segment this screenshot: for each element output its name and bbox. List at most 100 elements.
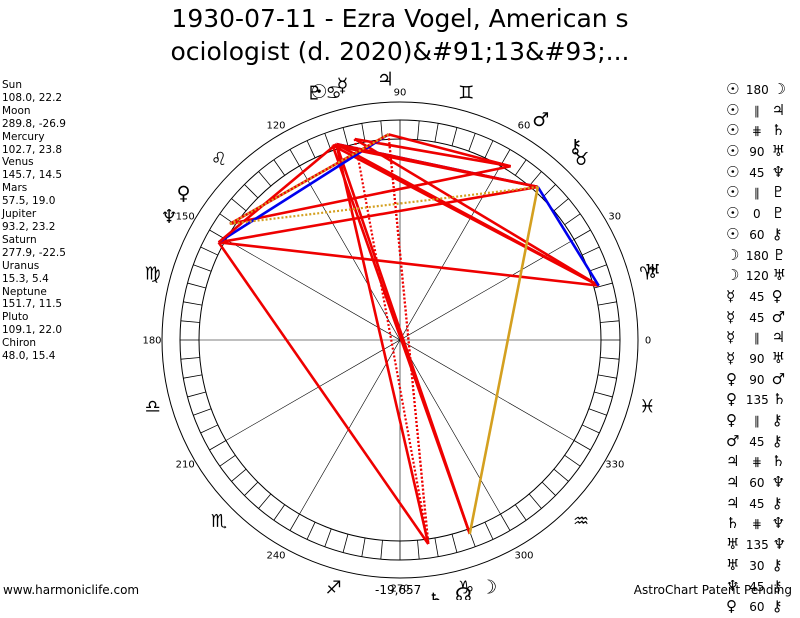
degree-tick [231,468,247,482]
aspect-angle: 180 [745,248,769,263]
degree-tick [180,357,200,360]
degree-tick [594,282,613,289]
aspect-line [468,186,540,535]
zodiac-sign-icon: ♋ [326,83,342,104]
mars-icon: ♂ [532,109,549,131]
uranus-icon: ♅ [644,261,661,283]
aspect-planet-a-icon: ☉ [726,142,740,161]
chiron-icon: ⚷ [568,135,582,157]
aspect-angle: 45 [749,579,765,594]
aspect-planet-b-icon: ♀ [771,286,783,305]
degree-tick [500,513,511,531]
aspect-angle: 120 [745,269,769,284]
degree-label: 120 [266,121,285,132]
aspect-angle: 180 [745,83,769,97]
aspect-line [332,144,539,189]
aspect-planet-b-icon: ☽ [772,80,787,98]
sun-icon: ☉ [311,81,328,103]
position-value: 48.0, 15.4 [2,350,56,363]
aspect-planet-b-icon: ♆ [771,162,786,181]
degree-tick [600,357,620,360]
degree-tick [528,493,542,509]
aspect-row: ♀ ∥ ⚷ [726,410,800,431]
aspect-line [335,143,430,545]
aspect-line [331,144,600,287]
degree-tick [306,140,316,159]
moon-icon: ☽ [480,577,497,599]
degree-label: 60 [518,121,531,132]
position-name: Venus [2,156,34,169]
degree-tick [514,159,527,176]
zodiac-sign-icon: ♉ [573,149,589,170]
degree-tick [244,184,259,199]
aspect-row: ☉ 45 ♆ [726,162,800,183]
position-value: 277.9, -22.5 [2,246,66,259]
aspect-angle: ⋕ [751,517,762,532]
aspect-planet-a-icon: ♃ [726,473,740,492]
aspect-planet-a-icon: ♀ [726,411,737,429]
aspect-planet-a-icon: ♀ [726,390,737,409]
degree-tick [231,198,247,212]
aspect-planet-a-icon: ♅ [726,555,740,574]
degree-tick [244,481,259,496]
aspect-planet-a-icon: ☉ [726,204,740,223]
degree-tick [417,540,420,560]
bottom-number: -19,657 [375,583,422,597]
degree-label: 330 [605,460,624,471]
aspect-planet-a-icon: ☉ [726,80,740,98]
aspect-row: ♃ 45 ⚷ [726,493,800,514]
degree-tick [588,264,607,272]
position-value: 93.2, 23.2 [2,220,56,233]
aspect-row: ♂ 45 ⚷ [726,431,800,452]
aspect-planet-a-icon: ☉ [726,183,740,202]
aspect-planet-a-icon: ♄ [726,514,740,533]
degree-label: 240 [266,550,285,561]
aspect-angle: 45 [749,165,765,180]
outer-circle [161,101,639,579]
footer-patent: AstroChart Patent Pending [633,583,792,597]
degree-tick [451,127,458,146]
aspect-line [536,186,600,287]
aspect-row: ☽ 180 ♇ [726,245,800,266]
aspect-row: ♅ 135 ♆ [726,534,800,555]
degree-tick [289,513,300,531]
aspect-planet-a-icon: ♅ [726,535,740,554]
aspect-planet-a-icon: ☽ [726,245,740,264]
degree-label: 270 [390,584,409,595]
aspect-angle: 135 [745,538,769,553]
aspect-angle: 135 [745,393,769,408]
zodiac-sign-icon: ♍ [145,264,161,285]
aspect-planet-b-icon: ⚷ [771,493,783,512]
zodiac-sign-icon: ♐ [326,577,342,598]
chart-title: 1930-07-11 - Ezra Vogel, American s ocio… [0,2,800,68]
degree-tick [183,301,203,306]
position-name: Saturn [2,233,37,246]
degree-tick [528,171,542,187]
degree-tick [514,504,527,521]
degree-tick [468,133,476,152]
degree-tick [361,123,366,143]
aspect-line [229,164,511,226]
aspect-planet-b-icon: ⚷ [771,576,783,595]
aspect-angle: ∥ [753,331,760,346]
node-icon: ☊ [455,584,472,600]
planet-positions-list: Sun 108.0, 22.2 Moon 289.8, -26.9 Mercury 102… [2,79,66,363]
aspect-planet-b-icon: ♃ [771,328,786,347]
aspect-row: ☉ ⋕ ♄ [726,120,800,141]
degree-tick [434,123,439,143]
degree-tick [553,198,569,212]
aspect-list: ☉ 180 ☽ ☉ ∥ ♃ ☉ ⋕ ♄ ☉ 90 ♅ ☉ 45 ♆ ☉ ∥ ♇ ☉ 0 ♇ ☉… [726,79,800,617]
aspect-row: ☉ ∥ ♇ [726,182,800,203]
degree-tick [573,229,591,240]
aspect-angle: ∥ [753,186,760,201]
aspect-planet-a-icon: ☽ [726,266,740,285]
aspect-angle: 0 [753,207,761,222]
aspect-planet-b-icon: ♆ [771,514,786,533]
aspect-planet-b-icon: ♄ [772,390,787,409]
astro-wheel: 0 30 60 90 120 150 180 210 240 270 300 330 ♈ ♉ ♊ ♋ ♌ ♍ ♎ ♏ ♐… [142,68,661,600]
aspect-line [217,143,338,244]
aspect-planet-b-icon: ⚷ [771,431,783,450]
degree-tick [588,408,607,416]
degree-tick [187,391,206,398]
degree-tick [417,120,420,140]
